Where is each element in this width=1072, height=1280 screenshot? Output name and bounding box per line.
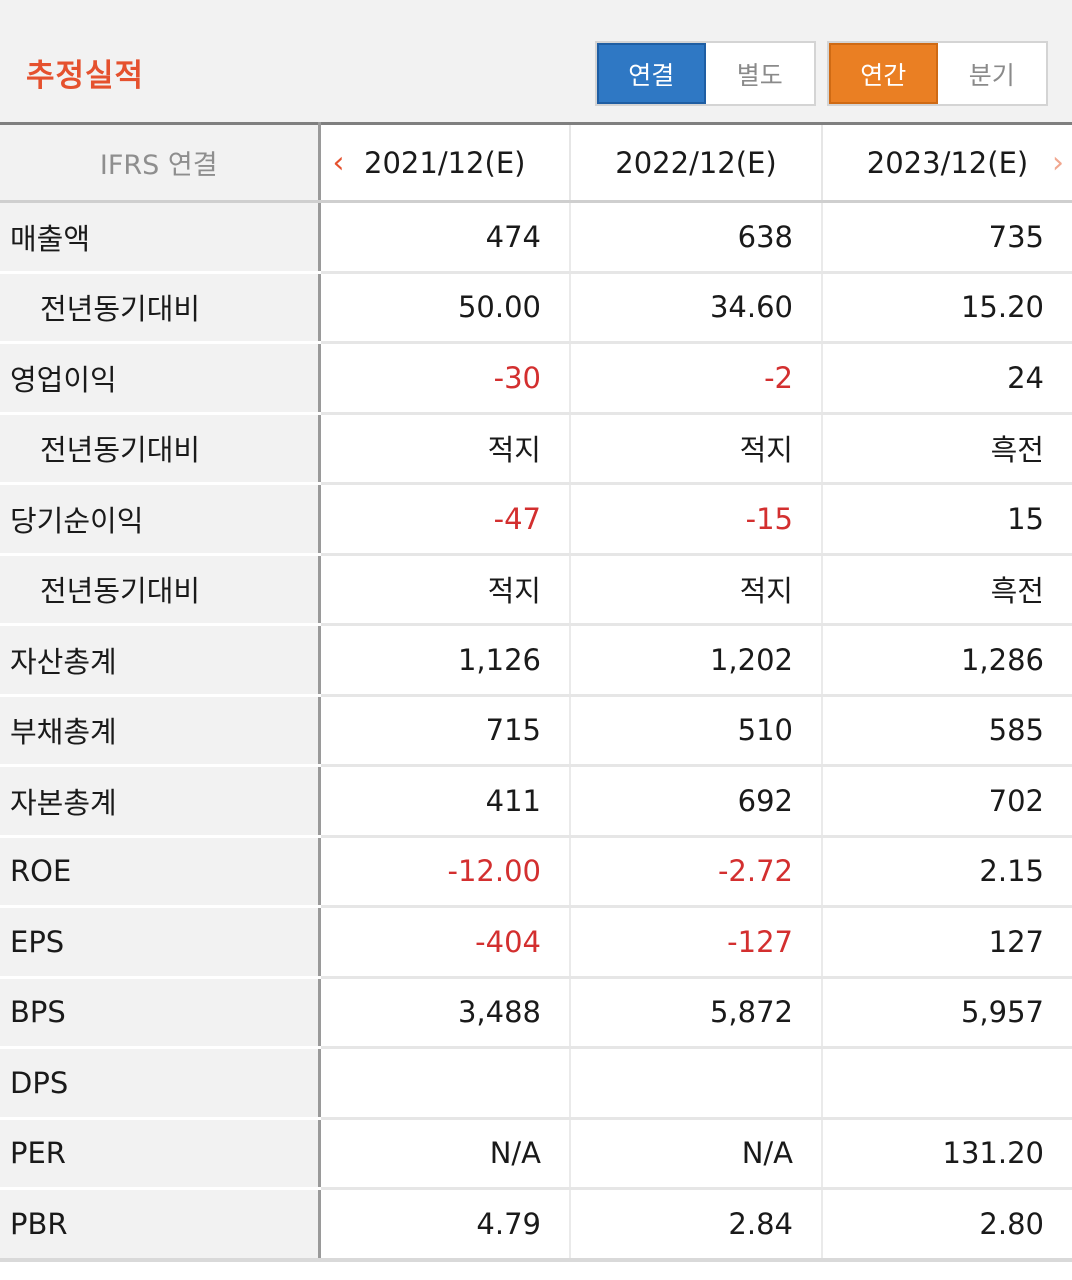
row-label: 전년동기대비: [0, 413, 321, 485]
row-value-2: 5,872: [569, 977, 822, 1049]
row-value-1: -47: [319, 483, 570, 556]
row-value-1: 4.79: [319, 1188, 570, 1261]
row-value-3: 127: [821, 906, 1072, 979]
row-value-1: 715: [319, 695, 570, 767]
row-value-3: 15: [821, 483, 1072, 556]
row-label: 자산총계: [0, 624, 321, 697]
row-value-1: -30: [319, 342, 570, 415]
row-value-1: -12.00: [319, 836, 570, 908]
row-label: 자본총계: [0, 765, 321, 838]
row-value-1: 3,488: [319, 977, 570, 1049]
table-row: 전년동기대비 50.00 34.60 15.20: [0, 272, 1072, 344]
row-value-1: 적지: [319, 554, 570, 626]
row-label: 전년동기대비: [0, 272, 321, 344]
row-label: PER: [0, 1118, 321, 1190]
row-value-3: [821, 1047, 1072, 1120]
year-label-1: 2021/12(E): [364, 145, 526, 180]
row-value-3: 15.20: [821, 272, 1072, 344]
scope-toggle: 연결 별도: [595, 41, 816, 106]
row-value-3: 24: [821, 342, 1072, 415]
year-header-3: 2023/12(E) ›: [821, 123, 1072, 203]
row-value-3: 585: [821, 695, 1072, 767]
row-value-3: 131.20: [821, 1118, 1072, 1190]
table-row: 전년동기대비 적지 적지 흑전: [0, 413, 1072, 485]
year-header-2: 2022/12(E): [569, 123, 822, 203]
row-value-2: [569, 1047, 822, 1120]
period-annual-button[interactable]: 연간: [829, 43, 938, 104]
table-row: 영업이익 -30 -2 24: [0, 342, 1072, 415]
row-value-2: 638: [569, 201, 822, 274]
header-bar: 추정실적 연결 별도 연간 분기: [0, 0, 1072, 122]
row-value-2: 1,202: [569, 624, 822, 697]
table-row: BPS 3,488 5,872 5,957: [0, 977, 1072, 1049]
row-value-1: 1,126: [319, 624, 570, 697]
row-value-3: 흑전: [821, 413, 1072, 485]
scope-consolidated-button[interactable]: 연결: [597, 43, 706, 104]
row-value-3: 5,957: [821, 977, 1072, 1049]
table-row: 자산총계 1,126 1,202 1,286: [0, 624, 1072, 697]
row-value-1: 411: [319, 765, 570, 838]
row-value-3: 흑전: [821, 554, 1072, 626]
chevron-left-icon[interactable]: ‹: [332, 145, 345, 180]
row-value-2: -2.72: [569, 836, 822, 908]
period-toggle: 연간 분기: [827, 41, 1048, 106]
row-label: DPS: [0, 1047, 321, 1120]
table-row: 당기순이익 -47 -15 15: [0, 483, 1072, 556]
row-value-2: -15: [569, 483, 822, 556]
estimates-table: IFRS 연결 ‹ 2021/12(E) 2022/12(E) 2023/12(…: [0, 122, 1072, 1261]
table-row: 매출액 474 638 735: [0, 201, 1072, 274]
scope-separate-button[interactable]: 별도: [705, 43, 814, 104]
row-value-3: 702: [821, 765, 1072, 838]
row-label: 당기순이익: [0, 483, 321, 556]
row-value-1: -404: [319, 906, 570, 979]
row-value-2: -2: [569, 342, 822, 415]
row-value-1: 50.00: [319, 272, 570, 344]
row-value-2: 적지: [569, 413, 822, 485]
table-row: 부채총계 715 510 585: [0, 695, 1072, 767]
chevron-right-icon[interactable]: ›: [1052, 145, 1064, 180]
row-value-3: 2.80: [821, 1188, 1072, 1261]
row-value-3: 2.15: [821, 836, 1072, 908]
table-row: ROE -12.00 -2.72 2.15: [0, 836, 1072, 908]
row-value-2: 34.60: [569, 272, 822, 344]
row-value-2: 692: [569, 765, 822, 838]
year-label-3: 2023/12(E): [866, 145, 1029, 180]
year-header-1: ‹ 2021/12(E): [319, 123, 570, 203]
row-label: EPS: [0, 906, 321, 979]
table-row: 전년동기대비 적지 적지 흑전: [0, 554, 1072, 626]
row-value-1: 적지: [319, 413, 570, 485]
row-label: ROE: [0, 836, 321, 908]
row-label: BPS: [0, 977, 321, 1049]
row-value-2: -127: [569, 906, 822, 979]
row-value-1: [319, 1047, 570, 1120]
row-label: PBR: [0, 1188, 321, 1261]
period-quarter-button[interactable]: 분기: [937, 43, 1046, 104]
table-row: PBR 4.79 2.84 2.80: [0, 1188, 1072, 1261]
table-row: 자본총계 411 692 702: [0, 765, 1072, 838]
row-value-1: 474: [319, 201, 570, 274]
label-column-header: IFRS 연결: [0, 123, 321, 203]
year-label-2: 2022/12(E): [615, 145, 777, 180]
row-label: 영업이익: [0, 342, 321, 415]
row-value-2: 510: [569, 695, 822, 767]
row-label: 부채총계: [0, 695, 321, 767]
row-value-2: 2.84: [569, 1188, 822, 1261]
table-row: EPS -404 -127 127: [0, 906, 1072, 979]
row-label: 매출액: [0, 201, 321, 274]
row-value-3: 735: [821, 201, 1072, 274]
row-value-2: N/A: [569, 1118, 822, 1190]
table-row: PER N/A N/A 131.20: [0, 1118, 1072, 1190]
row-value-3: 1,286: [821, 624, 1072, 697]
row-value-1: N/A: [319, 1118, 570, 1190]
table-header-row: IFRS 연결 ‹ 2021/12(E) 2022/12(E) 2023/12(…: [0, 123, 1072, 203]
page-title: 추정실적: [26, 58, 145, 94]
table-bottom-divider: [0, 1258, 1072, 1262]
row-value-2: 적지: [569, 554, 822, 626]
row-label: 전년동기대비: [0, 554, 321, 626]
table-row: DPS: [0, 1047, 1072, 1120]
